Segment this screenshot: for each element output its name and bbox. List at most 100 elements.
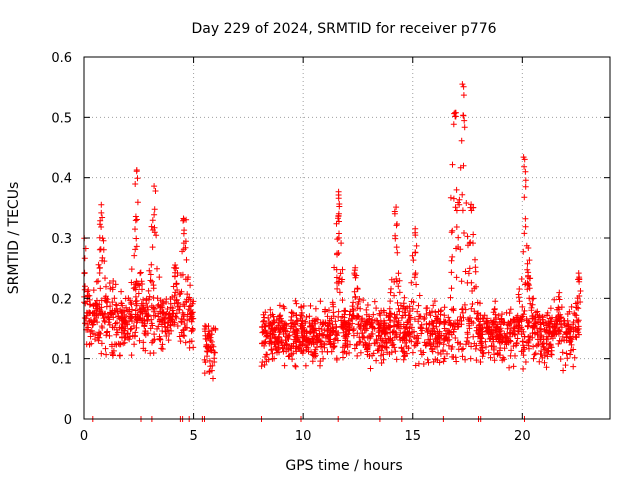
data-point <box>150 350 157 356</box>
data-point <box>525 339 532 346</box>
data-point <box>560 367 567 374</box>
data-point <box>146 267 153 274</box>
data-point <box>171 300 178 307</box>
data-point <box>149 227 156 233</box>
data-point <box>277 322 283 329</box>
data-point <box>148 302 155 309</box>
data-point <box>207 363 214 370</box>
data-point <box>453 207 460 214</box>
data-point <box>504 338 511 344</box>
data-point <box>366 353 373 359</box>
data-point <box>464 329 471 336</box>
data-point <box>261 361 268 368</box>
data-point <box>83 341 90 348</box>
data-point <box>133 168 140 175</box>
data-point <box>460 92 467 99</box>
data-point <box>516 298 523 305</box>
data-point <box>293 312 300 319</box>
data-point <box>206 368 213 375</box>
data-point <box>393 244 400 251</box>
data-point <box>468 343 475 350</box>
data-point <box>178 288 185 295</box>
data-point <box>524 280 531 287</box>
data-point <box>137 315 144 322</box>
data-point <box>386 305 393 312</box>
data-point <box>399 305 406 312</box>
data-point <box>90 318 97 325</box>
data-point <box>450 195 457 202</box>
data-point <box>305 344 312 351</box>
data-point <box>444 350 450 357</box>
data-point <box>97 246 104 253</box>
data-point <box>308 328 315 335</box>
data-point <box>424 305 431 311</box>
data-point <box>498 316 505 323</box>
data-point <box>166 330 173 337</box>
data-point <box>396 277 403 284</box>
data-point <box>354 285 361 292</box>
data-point <box>390 329 396 336</box>
data-point <box>127 315 134 322</box>
data-point <box>132 313 139 320</box>
data-point <box>526 336 533 343</box>
data-point <box>509 330 516 337</box>
data-point <box>184 324 190 331</box>
data-point <box>123 319 130 326</box>
data-point <box>506 364 513 371</box>
data-point <box>349 303 356 310</box>
data-point <box>370 311 377 318</box>
data-point <box>183 298 190 305</box>
data-point <box>259 340 266 347</box>
data-point <box>491 351 498 358</box>
data-point <box>328 348 335 355</box>
data-point <box>110 314 117 321</box>
data-point <box>459 81 466 88</box>
data-point <box>275 333 282 340</box>
data-point <box>562 362 569 369</box>
data-point <box>487 335 494 341</box>
data-point <box>466 265 473 272</box>
data-point <box>520 352 527 359</box>
data-point <box>449 322 456 329</box>
data-point <box>563 337 570 344</box>
x-tick-label: 20 <box>514 429 531 444</box>
data-point <box>467 355 474 362</box>
data-point <box>425 336 432 343</box>
data-point <box>147 271 154 278</box>
data-point <box>364 302 371 308</box>
data-point <box>188 327 195 334</box>
data-point <box>351 288 358 295</box>
data-point <box>369 316 376 323</box>
data-point <box>350 326 357 332</box>
data-point <box>362 341 369 348</box>
data-point <box>530 312 536 319</box>
data-point <box>568 347 574 354</box>
data-point <box>285 336 292 342</box>
data-point <box>263 332 270 339</box>
data-point <box>472 256 478 263</box>
data-point <box>515 328 522 335</box>
data-point <box>138 278 145 285</box>
data-point <box>524 266 531 273</box>
data-point <box>316 330 323 337</box>
data-point <box>144 330 151 337</box>
data-point <box>555 293 562 300</box>
data-point <box>333 331 340 338</box>
data-point <box>544 353 551 360</box>
data-point <box>321 344 328 351</box>
data-point <box>356 296 363 302</box>
data-point <box>350 306 356 313</box>
grid-lines <box>84 57 610 419</box>
data-point <box>133 278 140 285</box>
data-point <box>469 301 476 307</box>
data-point <box>525 272 532 279</box>
data-point <box>81 286 88 293</box>
data-point <box>519 326 525 333</box>
data-point <box>555 313 562 320</box>
data-point <box>90 287 97 294</box>
data-point <box>535 319 541 326</box>
data-point <box>186 344 193 351</box>
data-point <box>459 191 466 198</box>
data-point <box>140 302 146 309</box>
data-point <box>124 331 131 337</box>
